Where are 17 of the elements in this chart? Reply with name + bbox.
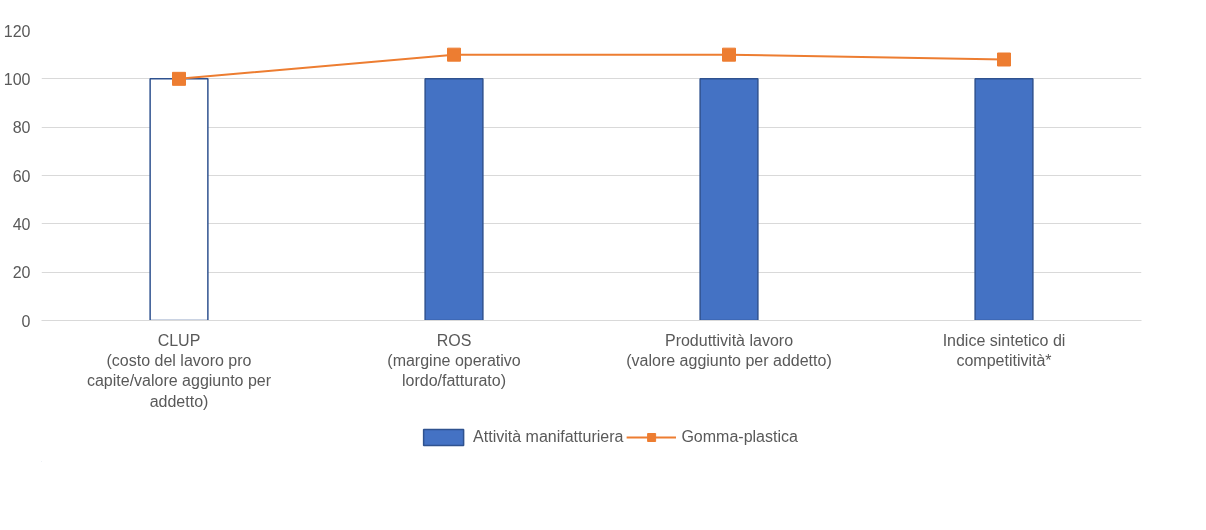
y-tick-label: 40 (12, 215, 31, 233)
x-tick-label: ROS (margine operativo lordo/fatturato) (387, 331, 521, 390)
legend-label: Attività manifatturiera (473, 428, 624, 446)
point (997, 52, 1011, 67)
point (172, 71, 186, 86)
x-tick-label: Indice sintetico di competitività* (942, 331, 1066, 369)
y-tick-label: 120 (3, 22, 31, 40)
y-tick-label: 0 (21, 312, 31, 330)
legend-label: Gomma-plastica (681, 428, 798, 446)
y-tick-label: 80 (12, 119, 31, 137)
x-tick-label: Produttività lavoro (valore aggiunto per addetto) (626, 331, 832, 369)
x-tick-label: CLUP (costo del lavoro pro capite/valore aggiunto per addetto) (86, 331, 272, 410)
point (722, 47, 736, 62)
y-tick-label: 100 (3, 70, 31, 88)
y-tick-label: 60 (12, 167, 31, 185)
y-tick-label: 20 (12, 264, 31, 282)
point (447, 47, 461, 62)
